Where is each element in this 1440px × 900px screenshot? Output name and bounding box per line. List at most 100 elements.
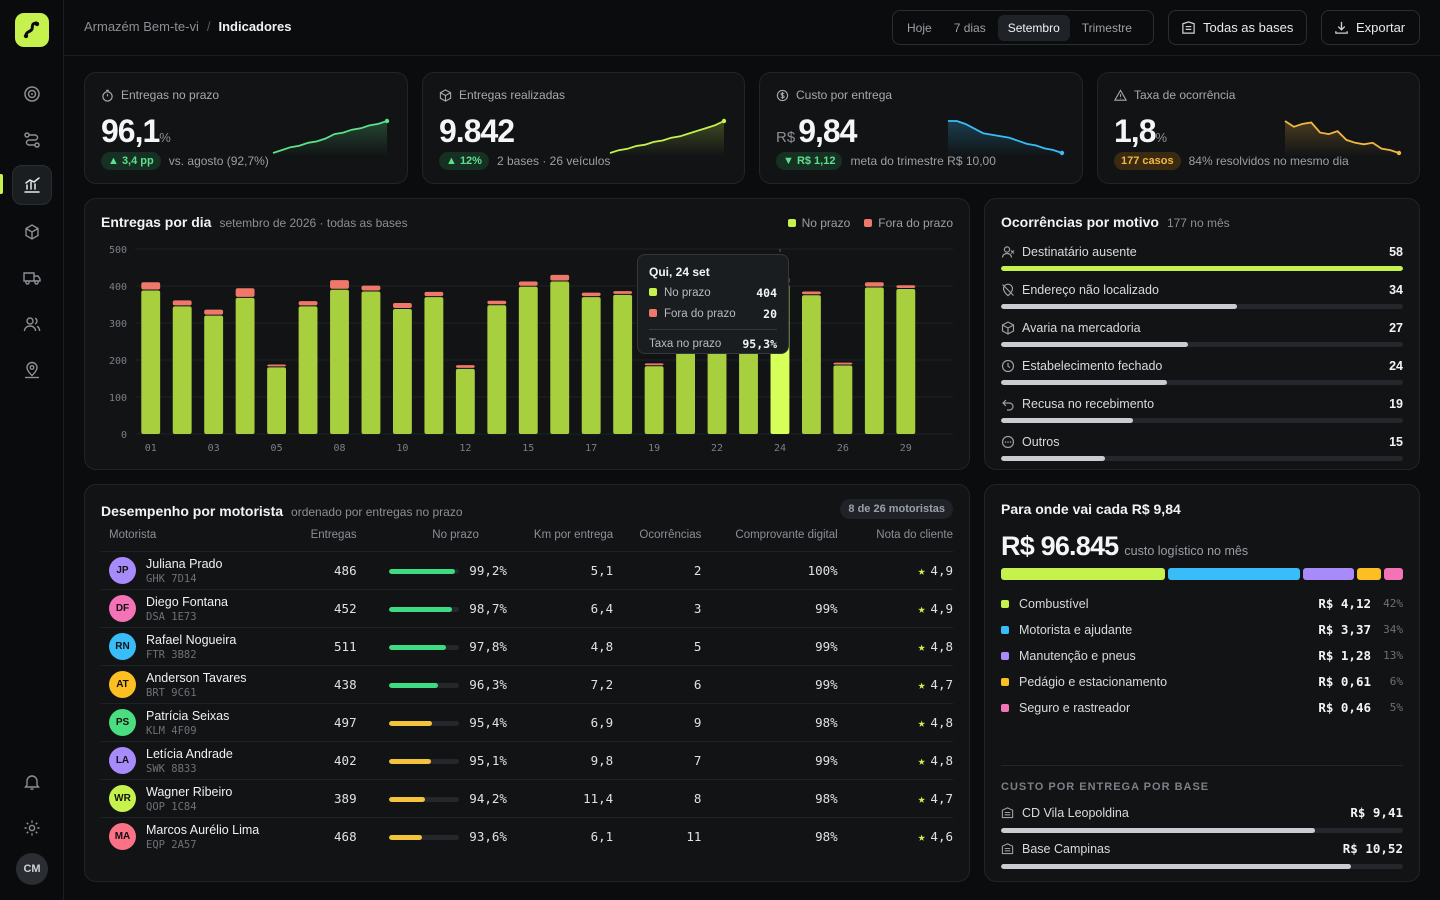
driver-plate: EQP 2A57 xyxy=(146,838,197,851)
driver-name[interactable]: Juliana Prado xyxy=(146,556,223,571)
col-km[interactable]: Km por entrega xyxy=(533,529,614,541)
reason-item[interactable]: Endereço não localizado 34 xyxy=(1001,283,1403,309)
cost-segment[interactable] xyxy=(1303,568,1355,580)
driver-rating: 4,7 xyxy=(930,791,953,806)
base-cost-item[interactable]: CD Vila Leopoldina R$ 9,41 xyxy=(1001,805,1403,833)
reason-item[interactable]: Estabelecimento fechado 24 xyxy=(1001,359,1403,385)
base-cost-item[interactable]: Base Campinas R$ 10,52 xyxy=(1001,841,1403,869)
nav-radar[interactable] xyxy=(12,74,52,114)
bar-late xyxy=(235,288,255,297)
table-row[interactable]: DF Diego Fontana DSA 1E73 452 98,7% 6,4 3 … xyxy=(101,589,953,628)
bar-late xyxy=(392,303,412,308)
kpi-unit: % xyxy=(159,130,171,145)
reason-bar xyxy=(1001,418,1403,423)
table-row[interactable]: MA Marcos Aurélio Lima EQP 2A57 468 93,6% … xyxy=(101,817,953,856)
driver-name[interactable]: Letícia Andrade xyxy=(146,746,233,761)
app-logo[interactable] xyxy=(15,13,49,47)
driver-on-time: 98,7% xyxy=(469,601,507,616)
col-rating[interactable]: Nota do cliente xyxy=(876,529,953,541)
cost-item[interactable]: Seguro e rastreador R$ 0,46 5% xyxy=(1001,700,1403,715)
timer-icon xyxy=(102,89,113,102)
legend-late[interactable]: Fora do prazo xyxy=(864,216,953,230)
period-quarter[interactable]: Trimestre xyxy=(1081,20,1132,35)
table-row[interactable]: JP Juliana Prado GHK 7D14 486 99,2% 5,1 2 … xyxy=(101,551,953,590)
nav-team[interactable] xyxy=(12,304,52,344)
nav-routes[interactable] xyxy=(12,120,52,160)
cost-label: Pedágio e estacionamento xyxy=(1019,674,1168,689)
user-avatar[interactable]: CM xyxy=(16,853,48,885)
cost-item[interactable]: Manutenção e pneus R$ 1,28 13% xyxy=(1001,648,1403,663)
star-icon: ★ xyxy=(917,563,926,578)
table-row[interactable]: AT Anderson Tavares BRT 9C61 438 96,3% 7,2… xyxy=(101,665,953,704)
reason-item[interactable]: Recusa no recebimento 19 xyxy=(1001,397,1403,423)
col-proof[interactable]: Comprovante digital xyxy=(735,529,838,541)
kpi-on-time: Entregas no prazo 96,1% ▲ 3,4 pp vs. agos… xyxy=(84,72,408,184)
nav-locations[interactable] xyxy=(12,350,52,390)
period-september[interactable]: Setembro xyxy=(997,14,1070,41)
clock-icon xyxy=(1001,359,1015,373)
chart-subtitle: setembro de 2026 · todas as bases xyxy=(219,216,408,230)
bar-late xyxy=(141,282,161,290)
table-row[interactable]: PS Patrícia Seixas KLM 4F09 497 95,4% 6,9 … xyxy=(101,703,953,742)
driver-km: 6,9 xyxy=(506,703,614,742)
cost-segment[interactable] xyxy=(1383,568,1403,580)
export-label: Exportar xyxy=(1356,20,1406,35)
cost-segment[interactable] xyxy=(1001,568,1165,580)
table-row[interactable]: RN Rafael Nogueira FTR 3B82 511 97,8% 4,8 … xyxy=(101,627,953,666)
cost-segment[interactable] xyxy=(1357,568,1381,580)
on-time-bar-fill xyxy=(389,797,426,803)
kpi-delta: ▲ 3,4 pp xyxy=(101,152,161,170)
driver-occurrences: 2 xyxy=(613,551,702,590)
base-label: CD Vila Leopoldina xyxy=(1022,805,1129,820)
period-7-days[interactable]: 7 dias xyxy=(953,20,986,35)
reason-item[interactable]: Avaria na mercadoria 27 xyxy=(1001,321,1403,347)
driver-avatar: JP xyxy=(109,557,136,584)
x-tick-label: 17 xyxy=(585,443,597,454)
bar-late xyxy=(330,280,349,289)
driver-deliveries: 438 xyxy=(301,665,357,704)
bar-late xyxy=(613,291,633,294)
cost-item[interactable]: Combustível R$ 4,12 42% xyxy=(1001,596,1403,611)
top-bar: Armazém Bem-te-vi / Indicadores Hoje 7 dia… xyxy=(64,0,1440,56)
driver-km: 9,8 xyxy=(506,741,614,780)
driver-name[interactable]: Diego Fontana xyxy=(146,594,229,609)
route-icon xyxy=(24,132,40,148)
x-tick-label: 29 xyxy=(900,443,912,454)
cost-item[interactable]: Pedágio e estacionamento R$ 0,61 6% xyxy=(1001,674,1403,689)
cost-segment[interactable] xyxy=(1167,568,1301,580)
table-row[interactable]: LA Letícia Andrade SWK 8B33 402 95,1% 9,8 … xyxy=(101,741,953,780)
y-tick-label: 0 xyxy=(121,430,127,441)
driver-name[interactable]: Rafael Nogueira xyxy=(146,632,237,647)
driver-name[interactable]: Marcos Aurélio Lima xyxy=(146,822,260,837)
driver-km: 6,1 xyxy=(506,817,614,856)
driver-name[interactable]: Wagner Ribeiro xyxy=(146,784,233,799)
sparkline-area xyxy=(273,121,387,157)
col-driver[interactable]: Motorista xyxy=(109,529,157,541)
driver-on-time: 93,6% xyxy=(469,829,507,845)
bases-filter-label: Todas as bases xyxy=(1203,20,1294,35)
kpi-deliveries: Entregas realizadas 9.842 ▲ 12% 2 bases ·… xyxy=(422,72,745,184)
driver-name[interactable]: Patrícia Seixas xyxy=(146,708,230,723)
cost-percent: 34% xyxy=(1383,623,1403,636)
col-on-time[interactable]: No prazo xyxy=(432,529,479,541)
nav-indicators[interactable] xyxy=(12,165,52,205)
notifications-button[interactable] xyxy=(12,762,52,802)
reason-item[interactable]: Destinatário ausente 58 xyxy=(1001,245,1403,271)
driver-proof: 99% xyxy=(701,589,838,628)
breadcrumb-company[interactable]: Armazém Bem-te-vi xyxy=(84,19,199,34)
period-today[interactable]: Hoje xyxy=(907,20,932,35)
settings-button[interactable] xyxy=(12,808,52,848)
export-button[interactable]: Exportar xyxy=(1321,10,1420,45)
reason-bar xyxy=(1001,266,1403,271)
col-occurrences[interactable]: Ocorrências xyxy=(639,529,702,541)
legend-on-time[interactable]: No prazo xyxy=(787,216,850,230)
cost-item[interactable]: Motorista e ajudante R$ 3,37 34% xyxy=(1001,622,1403,637)
nav-fleet[interactable] xyxy=(12,258,52,298)
driver-name[interactable]: Anderson Tavares xyxy=(146,670,247,685)
reason-item[interactable]: Outros 15 xyxy=(1001,435,1403,461)
driver-km: 11,4 xyxy=(506,779,614,818)
table-row[interactable]: WR Wagner Ribeiro QOP 1C84 389 94,2% 11,4 … xyxy=(101,779,953,818)
col-deliveries[interactable]: Entregas xyxy=(310,529,357,541)
nav-packages[interactable] xyxy=(12,212,52,252)
bases-filter-button[interactable]: Todas as bases xyxy=(1168,10,1307,45)
